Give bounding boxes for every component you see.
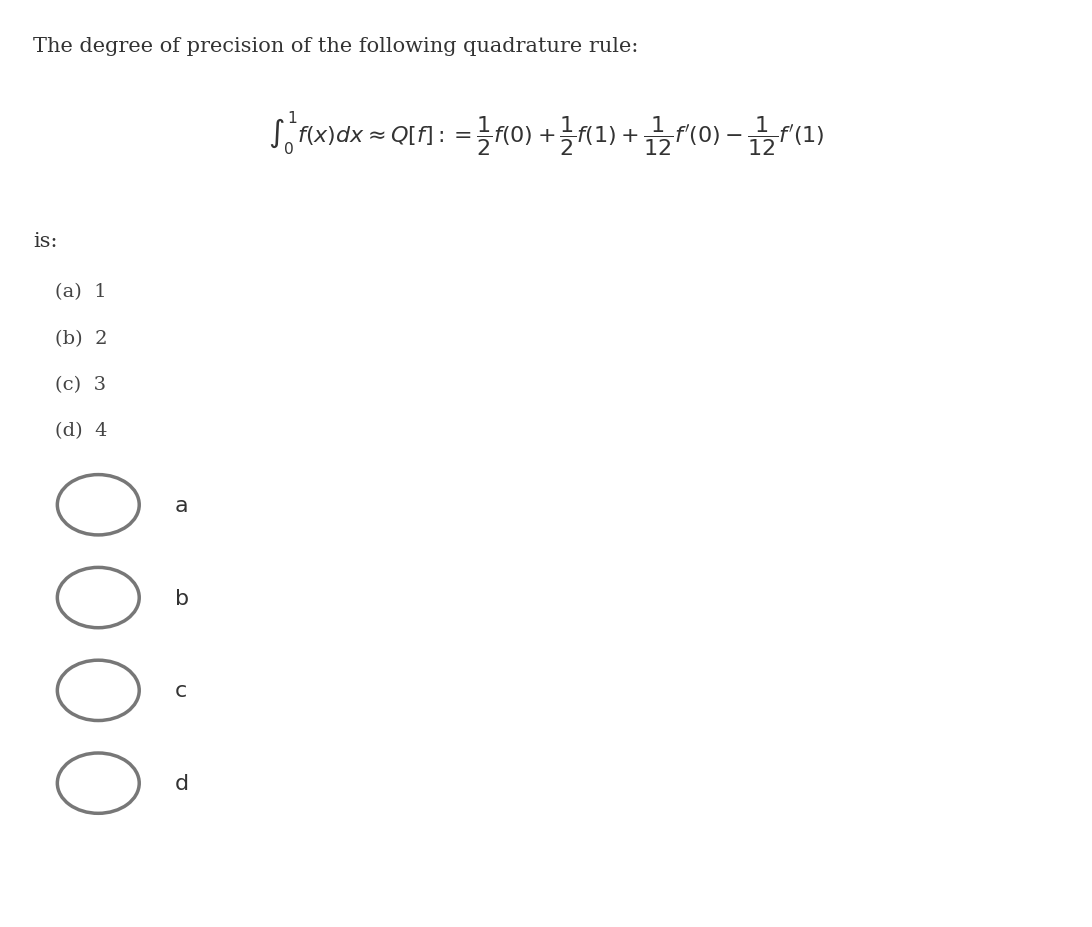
Text: (b)  2: (b) 2	[55, 329, 107, 348]
Text: $\int_0^1 f(x)dx \approx Q[f] := \dfrac{1}{2}f(0) + \dfrac{1}{2}f(1) + \dfrac{1}: $\int_0^1 f(x)dx \approx Q[f] := \dfrac{…	[268, 110, 824, 159]
Text: b: b	[175, 588, 189, 608]
Text: (d)  4: (d) 4	[55, 422, 107, 440]
Text: (a)  1: (a) 1	[55, 283, 106, 301]
Text: (c)  3: (c) 3	[55, 375, 106, 394]
Text: d: d	[175, 773, 189, 794]
Text: is:: is:	[33, 232, 57, 250]
Text: c: c	[175, 680, 187, 701]
Text: The degree of precision of the following quadrature rule:: The degree of precision of the following…	[33, 37, 638, 56]
Text: a: a	[175, 495, 188, 515]
